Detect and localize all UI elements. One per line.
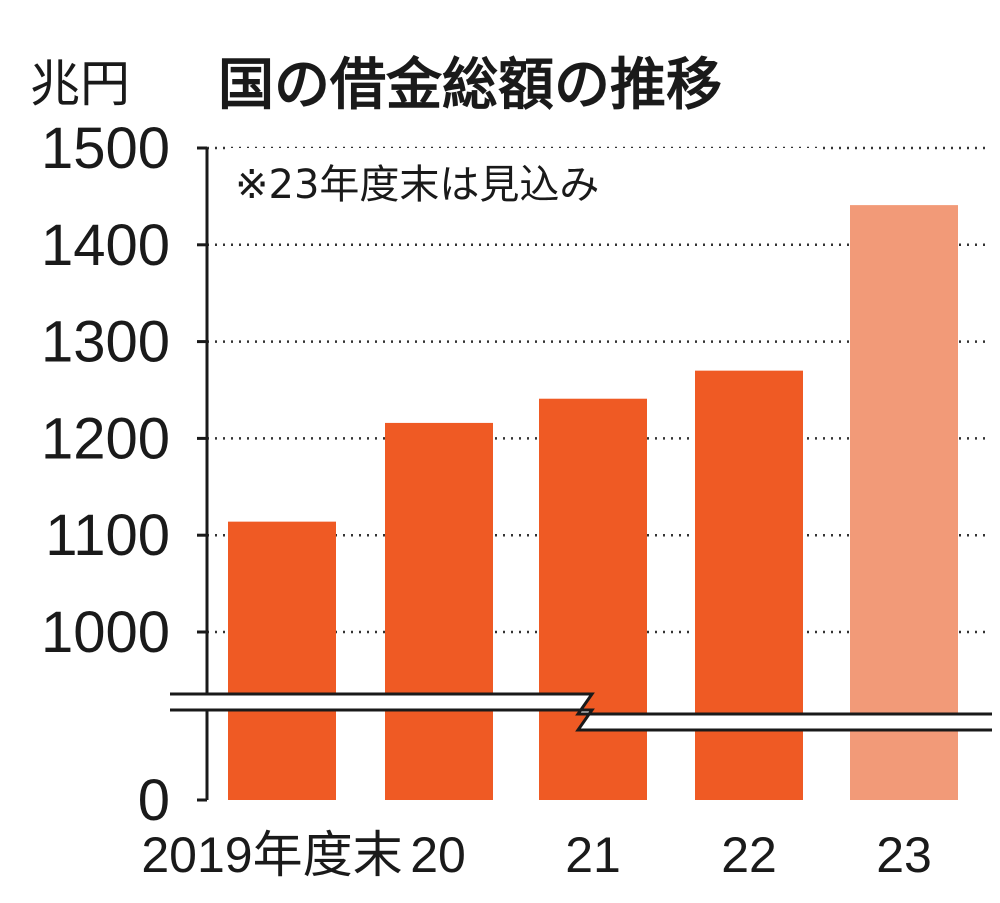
axis-break-line-bottom [170, 708, 992, 732]
bar-1 [385, 422, 493, 800]
y-tick-label-4: 1300 [41, 310, 170, 375]
axis-break [170, 692, 992, 732]
x-category-label-1: 20 [410, 827, 466, 883]
y-axis [197, 146, 209, 802]
unit-label: 兆円 [30, 55, 130, 113]
bar-2 [539, 398, 647, 800]
y-tick-label-1: 1000 [41, 600, 170, 665]
bar-4 [850, 205, 958, 800]
x-category-label-3: 22 [721, 827, 777, 883]
x-category-labels: 2019年度末 20 21 22 23 [141, 827, 931, 883]
y-tick-label-6: 1500 [41, 116, 170, 181]
y-tick-label-3: 1200 [41, 406, 170, 471]
note-background [228, 148, 818, 210]
chart-title: 国の借金総額の推移 [218, 53, 722, 118]
axis-break-line-top [170, 692, 992, 716]
chart-note: ※23年度末は見込み [235, 162, 599, 208]
y-tick-label-0: 0 [138, 768, 170, 833]
x-category-label-0: 2019年度末 [141, 827, 402, 883]
y-tick-label-2: 1100 [45, 503, 170, 568]
y-tick-labels: 0 1000 1100 1200 1300 1400 1500 [41, 116, 170, 833]
y-tick-label-5: 1400 [41, 213, 170, 278]
bar-3 [695, 370, 803, 800]
x-category-label-4: 23 [876, 827, 932, 883]
x-category-label-2: 21 [565, 827, 621, 883]
bar-0 [228, 521, 336, 800]
